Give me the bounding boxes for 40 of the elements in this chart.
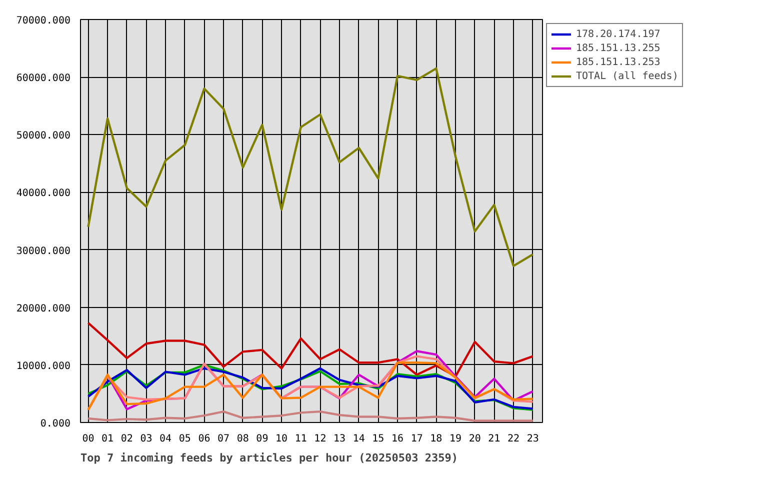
x-tick-label: 17 [410, 434, 423, 444]
y-tick-label: 30000.000 [16, 246, 71, 257]
legend-label: 185.151.13.253 [576, 56, 660, 68]
x-tick-label: 09 [256, 434, 268, 444]
line-series [87, 322, 534, 378]
x-tick-label: 03 [140, 434, 152, 444]
x-tick-label: 19 [449, 434, 462, 444]
x-tick-label: 20 [468, 434, 481, 444]
y-tick-label: 60000.000 [16, 73, 71, 84]
x-tick-label: 23 [526, 434, 539, 444]
x-tick-label: 02 [120, 434, 133, 444]
x-tick-label: 14 [352, 434, 365, 444]
line-series [87, 67, 534, 268]
y-tick-label: 70000.000 [16, 16, 71, 26]
legend-label: 178.20.174.197 [576, 28, 660, 40]
x-tick-label: 10 [276, 434, 288, 444]
x-tick-label: 07 [218, 434, 230, 444]
y-tick-label: 40000.000 [16, 188, 71, 200]
x-tick-label: 13 [334, 434, 346, 444]
x-tick-label: 11 [294, 434, 307, 444]
x-tick-label: 05 [178, 434, 191, 444]
x-tick-label: 08 [236, 434, 249, 444]
text: Top 7 incoming feeds by articles per hour (20250503 2359) [80, 452, 458, 464]
x-tick-label: 18 [430, 434, 442, 444]
y-tick-label: 50000.000 [16, 130, 71, 142]
x-tick-label: 22 [507, 434, 520, 444]
x-tick-label: 21 [488, 434, 500, 444]
x-tick-label: 16 [392, 434, 404, 444]
y-tick-label: 10000.000 [16, 360, 71, 372]
x-tick-label: 04 [160, 434, 172, 444]
legend-label: 185.151.13.255 [576, 42, 660, 54]
line-series [87, 410, 534, 422]
y-tick-label: 20000.000 [16, 303, 71, 314]
x-tick-label: 12 [314, 434, 326, 444]
x-tick-label: 01 [102, 434, 114, 444]
legend-label: TOTAL (all feeds) [576, 70, 678, 82]
x-tick-label: 15 [372, 434, 384, 444]
x-tick-label: 06 [198, 434, 210, 444]
x-tick-label: 00 [82, 434, 94, 444]
y-tick-label: 0.000 [40, 418, 71, 430]
